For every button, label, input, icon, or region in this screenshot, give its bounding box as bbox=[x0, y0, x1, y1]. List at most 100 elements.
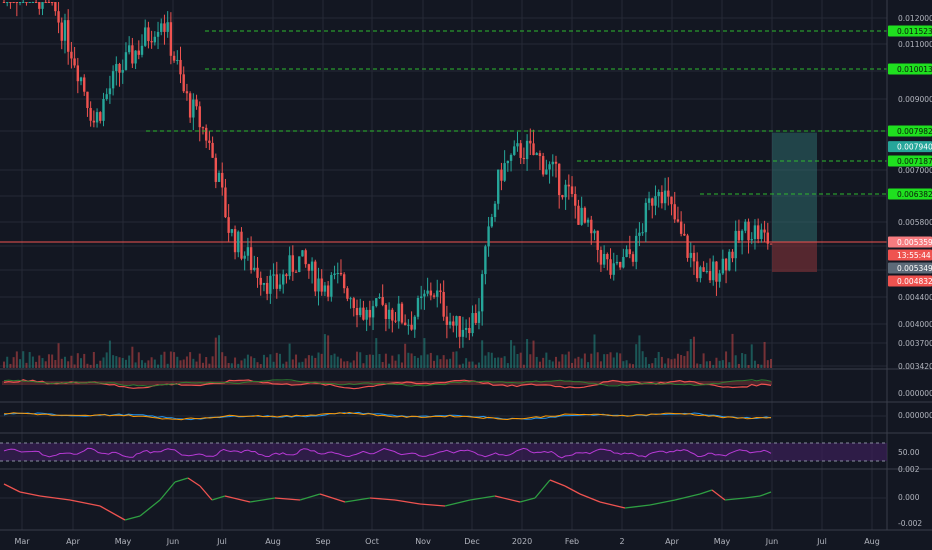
volume-bar bbox=[535, 356, 538, 368]
time-axis[interactable]: Mar Apr May Jun Jul Aug Sep Oct Nov Dec 2020 Feb 2 Ap… bbox=[14, 537, 879, 546]
candle-body bbox=[760, 229, 763, 240]
candle-body bbox=[185, 91, 189, 94]
volume-bar bbox=[384, 353, 387, 368]
volume-bar bbox=[702, 353, 705, 368]
volume-bar bbox=[76, 353, 79, 368]
candle-body bbox=[516, 143, 519, 147]
candle-body bbox=[387, 309, 391, 319]
candle-body bbox=[618, 261, 622, 268]
volume-bar bbox=[12, 357, 15, 368]
candle-body bbox=[25, 2, 28, 3]
volume-bar bbox=[615, 352, 618, 368]
osc4-segment bbox=[759, 491, 772, 497]
osc4-segment bbox=[199, 485, 213, 501]
target-price-tag bbox=[888, 141, 932, 153]
volume-bar bbox=[295, 354, 298, 368]
volume-bar bbox=[192, 358, 195, 368]
osc4-segment bbox=[711, 489, 726, 501]
volume-bar bbox=[6, 356, 9, 368]
candle-body bbox=[400, 303, 404, 323]
volume-bar bbox=[160, 354, 163, 368]
candle-body bbox=[15, 2, 19, 3]
volume-bar bbox=[240, 360, 243, 368]
candle-body bbox=[326, 285, 330, 297]
volume-bar bbox=[577, 356, 580, 368]
candle-body bbox=[615, 261, 619, 264]
volume-bar bbox=[657, 351, 660, 368]
volume-bar bbox=[150, 357, 153, 368]
y-tick-label: 0.009000 bbox=[898, 95, 932, 104]
candle-body bbox=[529, 140, 532, 144]
candle-body bbox=[124, 52, 128, 70]
candle-body bbox=[362, 307, 365, 320]
volume-bar bbox=[494, 357, 497, 368]
volume-bar bbox=[699, 364, 702, 368]
candle-body bbox=[692, 252, 696, 262]
candle-body bbox=[519, 143, 522, 158]
osc1-band bbox=[2, 381, 772, 385]
candle-body bbox=[756, 225, 760, 240]
volume-bar bbox=[189, 352, 192, 368]
volume-bar bbox=[673, 358, 676, 368]
volume-bar bbox=[301, 361, 304, 368]
volume-bar bbox=[664, 363, 667, 368]
volume-bar bbox=[381, 362, 384, 368]
volume-bar bbox=[388, 363, 391, 368]
candle-body bbox=[70, 51, 73, 59]
candle-body bbox=[750, 239, 753, 241]
candle-body bbox=[522, 157, 526, 160]
volume-bar bbox=[339, 358, 342, 368]
price-axis[interactable]: 0.012000 0.011000 0.009000 0.007000 0.005800… bbox=[898, 14, 932, 371]
volume-bar bbox=[471, 361, 474, 368]
volume-bar bbox=[157, 364, 160, 368]
candle-body bbox=[285, 274, 288, 277]
candle-body bbox=[724, 258, 728, 271]
candle-body bbox=[477, 311, 481, 323]
volume-bar bbox=[227, 362, 230, 368]
candle-body bbox=[9, 2, 12, 3]
volume-bar bbox=[721, 360, 724, 368]
volume-bar bbox=[625, 360, 628, 368]
volume-bar bbox=[291, 359, 294, 368]
candle-body bbox=[718, 273, 721, 282]
level-tag bbox=[888, 155, 932, 167]
horizontal-levels[interactable]: 0.011523 0.010013 0.007982 0.007187 0.006382… bbox=[146, 25, 932, 287]
x-tick-label: Jun bbox=[166, 537, 180, 546]
volume-bar bbox=[445, 359, 448, 368]
rsi-band bbox=[0, 443, 887, 461]
candle-body bbox=[314, 261, 317, 292]
osc4-segment bbox=[224, 495, 251, 503]
candle-body bbox=[439, 290, 442, 292]
volume-bar bbox=[612, 357, 615, 368]
volume-bar bbox=[487, 352, 490, 368]
volume-bar bbox=[468, 361, 471, 368]
candle-body bbox=[320, 278, 323, 292]
entry-price-tag bbox=[888, 236, 932, 248]
candle-body bbox=[545, 169, 548, 175]
volume-bar bbox=[19, 359, 22, 368]
x-tick-label: Oct bbox=[365, 537, 379, 546]
volume-bar bbox=[9, 363, 12, 368]
candle-body bbox=[195, 99, 198, 107]
candle-body bbox=[230, 229, 234, 233]
volume-bar bbox=[35, 361, 38, 368]
candle-body bbox=[609, 259, 612, 275]
candle-body bbox=[679, 221, 683, 234]
candle-body bbox=[375, 298, 378, 307]
candle-body bbox=[753, 225, 757, 240]
candle-body bbox=[179, 59, 182, 75]
level-tag-text: 0.006382 bbox=[897, 190, 932, 199]
volume-bar bbox=[481, 340, 484, 368]
candle-body bbox=[407, 324, 410, 326]
volume-bar bbox=[70, 355, 73, 368]
candle-body bbox=[282, 274, 285, 285]
candle-body bbox=[249, 247, 253, 270]
volume-bar bbox=[532, 340, 535, 368]
volume-bar bbox=[28, 352, 31, 368]
volume-bar bbox=[320, 353, 323, 368]
candle-body bbox=[487, 226, 490, 247]
osc4-tick: 0.002 bbox=[898, 465, 920, 474]
countdown-tag bbox=[888, 249, 932, 261]
volume-bar bbox=[648, 363, 651, 368]
